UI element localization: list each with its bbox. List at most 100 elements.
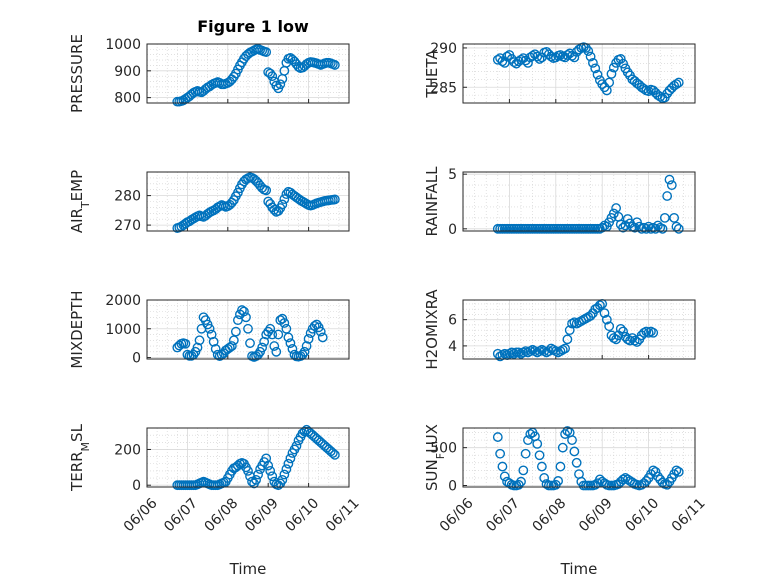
subplot-3-point	[269, 204, 280, 215]
subplot-6-ytick-label: 4	[448, 339, 457, 355]
subplot-7-point	[277, 474, 288, 485]
subplot-4-series	[492, 174, 684, 234]
subplot-8-point	[618, 474, 628, 485]
subplot-4-point	[673, 223, 684, 234]
subplot-4-point	[669, 212, 680, 223]
subplot-8-point	[495, 448, 506, 459]
subplot-2-point	[550, 52, 561, 63]
subplot-5-point	[283, 332, 294, 343]
subplot-2-point	[673, 77, 684, 88]
subplot-5-series	[172, 305, 328, 362]
subplot-2-point	[643, 86, 654, 97]
subplot-6-point	[625, 335, 635, 346]
subplot-5-point	[303, 333, 314, 344]
subplot-7-point	[291, 440, 302, 451]
subplot-3-ytick-label: 270	[114, 218, 141, 234]
subplot-8-ytick-label: 500	[430, 441, 457, 457]
subplot-4-point	[664, 174, 675, 185]
subplot-4-ytick-label: 5	[448, 167, 457, 183]
subplot-2-point	[585, 51, 596, 62]
subplot-3-ytick-label: 280	[114, 189, 141, 205]
subplot-5-point	[285, 338, 296, 349]
subplot-8-point	[652, 471, 663, 482]
subplot-3-point	[261, 185, 272, 196]
subplot-7-point	[327, 448, 338, 458]
subplot-4-point	[611, 203, 622, 213]
subplot-2-ylabel: THETA	[423, 49, 441, 99]
subplot-5-point	[198, 312, 209, 323]
subplot-8-point	[499, 471, 510, 482]
subplot-6-point	[632, 337, 642, 347]
subplot-3-point	[279, 194, 290, 205]
subplot-2-point	[671, 79, 682, 90]
subplot-5-point	[180, 338, 191, 349]
subplot-2-point	[502, 51, 512, 62]
subplot-3: 270 280 AIRTEMP	[68, 170, 350, 234]
subplot-5-point	[259, 336, 270, 347]
subplot-1-point	[275, 79, 286, 90]
subplot-5-point	[208, 336, 219, 347]
subplot-6-point	[601, 314, 612, 325]
subplot-2-axes-frame	[462, 43, 696, 104]
subplot-1-point	[261, 47, 272, 57]
subplot-5-ytick-label: 0	[132, 351, 141, 367]
subplot-8-point	[532, 438, 543, 449]
subplot-7-gridlines	[146, 427, 350, 487]
subplot-3-point	[277, 199, 288, 210]
subplot-7-series	[172, 424, 340, 491]
subplot-7-point	[279, 469, 290, 480]
subplot-8-point	[536, 461, 547, 472]
subplot-6-point	[543, 346, 554, 357]
subplot-1-ytick-label: 1000	[105, 37, 141, 53]
subplot-1-axes-frame	[146, 43, 350, 104]
subplot-1-point	[271, 80, 282, 91]
subplot-1-ytick-label: 800	[114, 91, 141, 107]
subplot-7-ytick-label: 200	[114, 442, 141, 458]
subplot-7-point	[299, 426, 310, 437]
subplot-1: 800 900 1000 PRESSURE	[68, 34, 350, 113]
subplot-1-series	[172, 43, 340, 107]
subplot-4-point	[666, 180, 677, 191]
subplot-6-point	[562, 334, 573, 345]
subplot-5-point	[273, 329, 284, 340]
subplot-6-point	[492, 348, 503, 359]
subplot-4-ylabel: RAINFALL	[423, 166, 441, 237]
subplot-8-point	[516, 476, 526, 487]
subplot-5-point	[257, 342, 268, 353]
subplot-8-ytick-label: 0	[448, 478, 457, 494]
subplot-5-point	[192, 342, 203, 353]
subplot-6-point	[618, 326, 628, 337]
subplot-7-point	[285, 453, 296, 464]
subplot-4-ytick-label: 0	[448, 222, 457, 238]
subplot-1-ylabel: PRESSURE	[68, 34, 86, 113]
subplot-8-xlabel: Time	[560, 560, 598, 578]
figure-title: Figure 1 low	[197, 17, 309, 36]
subplot-5-axes-frame	[146, 299, 350, 360]
subplot-2-point	[639, 83, 649, 94]
subplot-6-point	[599, 308, 610, 319]
subplot-3-axes-frame	[146, 171, 350, 232]
subplot-2-point	[588, 57, 598, 68]
subplot-5-point	[245, 338, 255, 349]
subplot-5-point	[239, 306, 249, 317]
subplot-6-ylabel: H2OMIXRA	[423, 289, 441, 370]
subplot-2-point	[606, 68, 617, 79]
subplot-7-point	[281, 464, 292, 475]
subplot-6-point	[585, 310, 596, 321]
subplot-5-point	[243, 323, 253, 334]
subplot-8-point	[560, 429, 570, 439]
subplot-5-point	[317, 332, 328, 343]
subplot-5-point	[226, 341, 237, 351]
subplot-5-point	[204, 323, 215, 334]
subplot-5-ylabel: MIXDEPTH	[68, 290, 86, 368]
subplot-7-ylabel: TERRMSL	[68, 423, 92, 492]
subplot-8-point	[541, 479, 552, 489]
subplot-3-point	[232, 187, 243, 198]
subplot-7-point	[261, 453, 272, 464]
subplot-7-ytick-label: 0	[132, 478, 141, 494]
subplot-8-point	[673, 466, 684, 477]
subplot-8-point	[557, 442, 568, 453]
subplot-7-point	[329, 449, 340, 460]
